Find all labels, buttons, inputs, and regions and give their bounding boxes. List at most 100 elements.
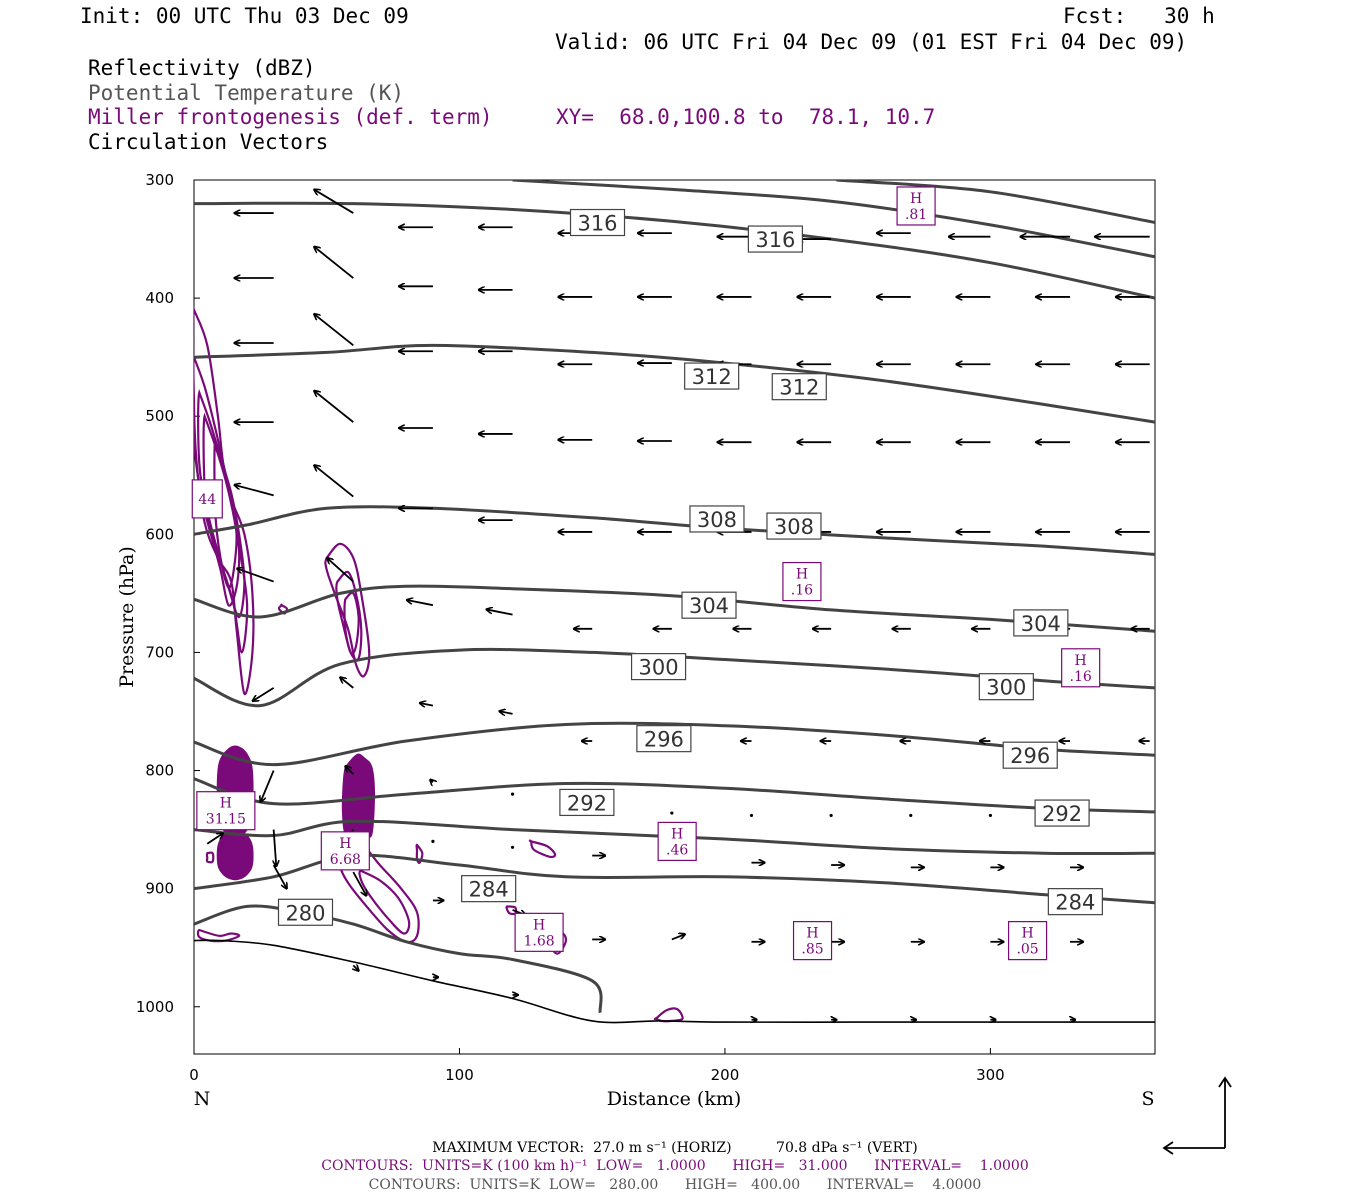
maximum-box (1007, 921, 1048, 961)
maximum-box (1061, 648, 1101, 688)
contour-label: 304 (1021, 612, 1061, 636)
contour-label-box (766, 512, 822, 540)
circulation-vector (314, 391, 354, 423)
circulation-vector (345, 766, 354, 775)
frontogenesis-contour (505, 905, 518, 916)
contour-label: 304 (689, 594, 729, 618)
frontogenesis-contour (213, 439, 238, 589)
circulation-vectors (206, 190, 1150, 1020)
frontogenesis-contour (324, 542, 371, 678)
contour-label-box (636, 725, 692, 753)
field-circulation-vectors: Circulation Vectors (88, 130, 329, 154)
maximum-box (792, 921, 833, 961)
frontogenesis-contour (653, 1007, 684, 1023)
frontogenesis-contours (194, 306, 684, 1023)
maximum-marker: H (796, 567, 808, 583)
contour-label-box (681, 591, 737, 619)
y-tick-label: 300 (145, 171, 174, 189)
maximum-value: .16 (791, 583, 813, 599)
maximum-box (514, 912, 564, 952)
theta-contour (194, 853, 1155, 905)
theta-contour (194, 505, 1155, 556)
y-tick-label: 600 (145, 525, 174, 543)
init-time: Init: 00 UTC Thu 03 Dec 09 (80, 4, 409, 28)
contour-label-box (978, 673, 1034, 701)
contour-label: 296 (1010, 744, 1050, 768)
contour-label-box (747, 225, 803, 253)
maximum-box (896, 186, 936, 226)
maximum-value: 1.68 (524, 933, 555, 949)
contour-label: 300 (986, 676, 1026, 700)
terrain-surface (194, 939, 1155, 1024)
circulation-vector (353, 965, 358, 970)
contour-label-box (559, 788, 615, 817)
circulation-vector (237, 569, 274, 583)
south-label: S (1141, 1088, 1154, 1110)
frontogenesis-contour (343, 591, 360, 655)
contour-label: 316 (755, 228, 795, 252)
circulation-vector (671, 934, 685, 941)
contour-label: 284 (469, 878, 509, 902)
circulation-vector (314, 247, 354, 279)
frontogenesis-contour (358, 869, 411, 935)
contour-label: 308 (774, 515, 814, 539)
axis-labels: Distance (km) Pressure (hPa) N S (116, 546, 1155, 1110)
field-reflectivity: Reflectivity (dBZ) (88, 56, 316, 80)
theta-contour (194, 201, 1155, 300)
theta-contour-labels: 316 316 312 312 308 308 304 304 300 300 296 296 292 2… (277, 208, 1103, 926)
vector-dot (909, 813, 913, 818)
circulation-vector (314, 314, 354, 347)
contour-label-box (1013, 609, 1069, 637)
vector-dot (431, 839, 435, 844)
theta-contours (194, 180, 1155, 1014)
maximum-marker: H (339, 836, 351, 852)
field-potential-temperature: Potential Temperature (K) (88, 81, 405, 105)
vector-dot (510, 845, 515, 849)
circulation-vector (235, 485, 274, 497)
maximum-marker: H (910, 191, 922, 207)
cross-section-endpoints: XY= 68.0,100.8 to 78.1, 10.7 (556, 105, 936, 129)
contour-label: 296 (644, 728, 684, 752)
vector-scale-key (1162, 1076, 1232, 1155)
circulation-vector (314, 190, 354, 214)
contour-label: 312 (779, 376, 819, 400)
x-axis-label: Distance (km) (607, 1088, 742, 1110)
y-tick-label: 400 (145, 289, 174, 307)
circulation-vector (340, 677, 354, 689)
circulation-vector (420, 703, 434, 706)
plot-frame (193, 179, 1156, 1055)
contour-label-box (461, 875, 517, 903)
theta-contour (194, 777, 1155, 814)
frontogenesis-contour (196, 928, 241, 943)
frontogenesis-contour-note: CONTOURS: UNITS=K (100 km h)⁻¹ LOW= 1.00… (321, 1158, 1029, 1174)
theta-contour (512, 180, 1155, 259)
maximum-marker: H (1021, 926, 1033, 942)
theta-contour (194, 819, 1155, 856)
y-tick-label: 1000 (136, 998, 174, 1016)
circulation-vector (430, 780, 433, 783)
contour-label: 280 (285, 901, 325, 925)
x-tick-label: 0 (189, 1066, 199, 1084)
contour-label: 316 (577, 212, 617, 236)
circulation-vector (206, 833, 223, 845)
contour-label-box (1047, 888, 1103, 916)
contour-label-box (277, 898, 334, 926)
vector-key-vertical-head (1218, 1076, 1232, 1088)
contour-label-box (1002, 741, 1058, 769)
y-tick-label: 900 (145, 880, 174, 898)
contour-label: 308 (697, 508, 737, 532)
frontogenesis-core (341, 753, 376, 838)
circulation-vector (253, 687, 275, 701)
maximum-marker: H (1075, 653, 1087, 669)
frontogenesis-contour (335, 570, 363, 661)
maximum-box (782, 561, 822, 602)
maximum-box (196, 791, 256, 831)
contour-label-box (771, 373, 827, 401)
vector-dot (670, 811, 674, 815)
maximum-value: .16 (1070, 669, 1092, 685)
terrain-line (194, 939, 1155, 1024)
contour-label-box (1034, 799, 1090, 827)
axis-ticks: 300 400 500 600 700 800 900 1000 0 100 200 300 (136, 171, 1005, 1084)
contour-label: 300 (639, 656, 679, 680)
